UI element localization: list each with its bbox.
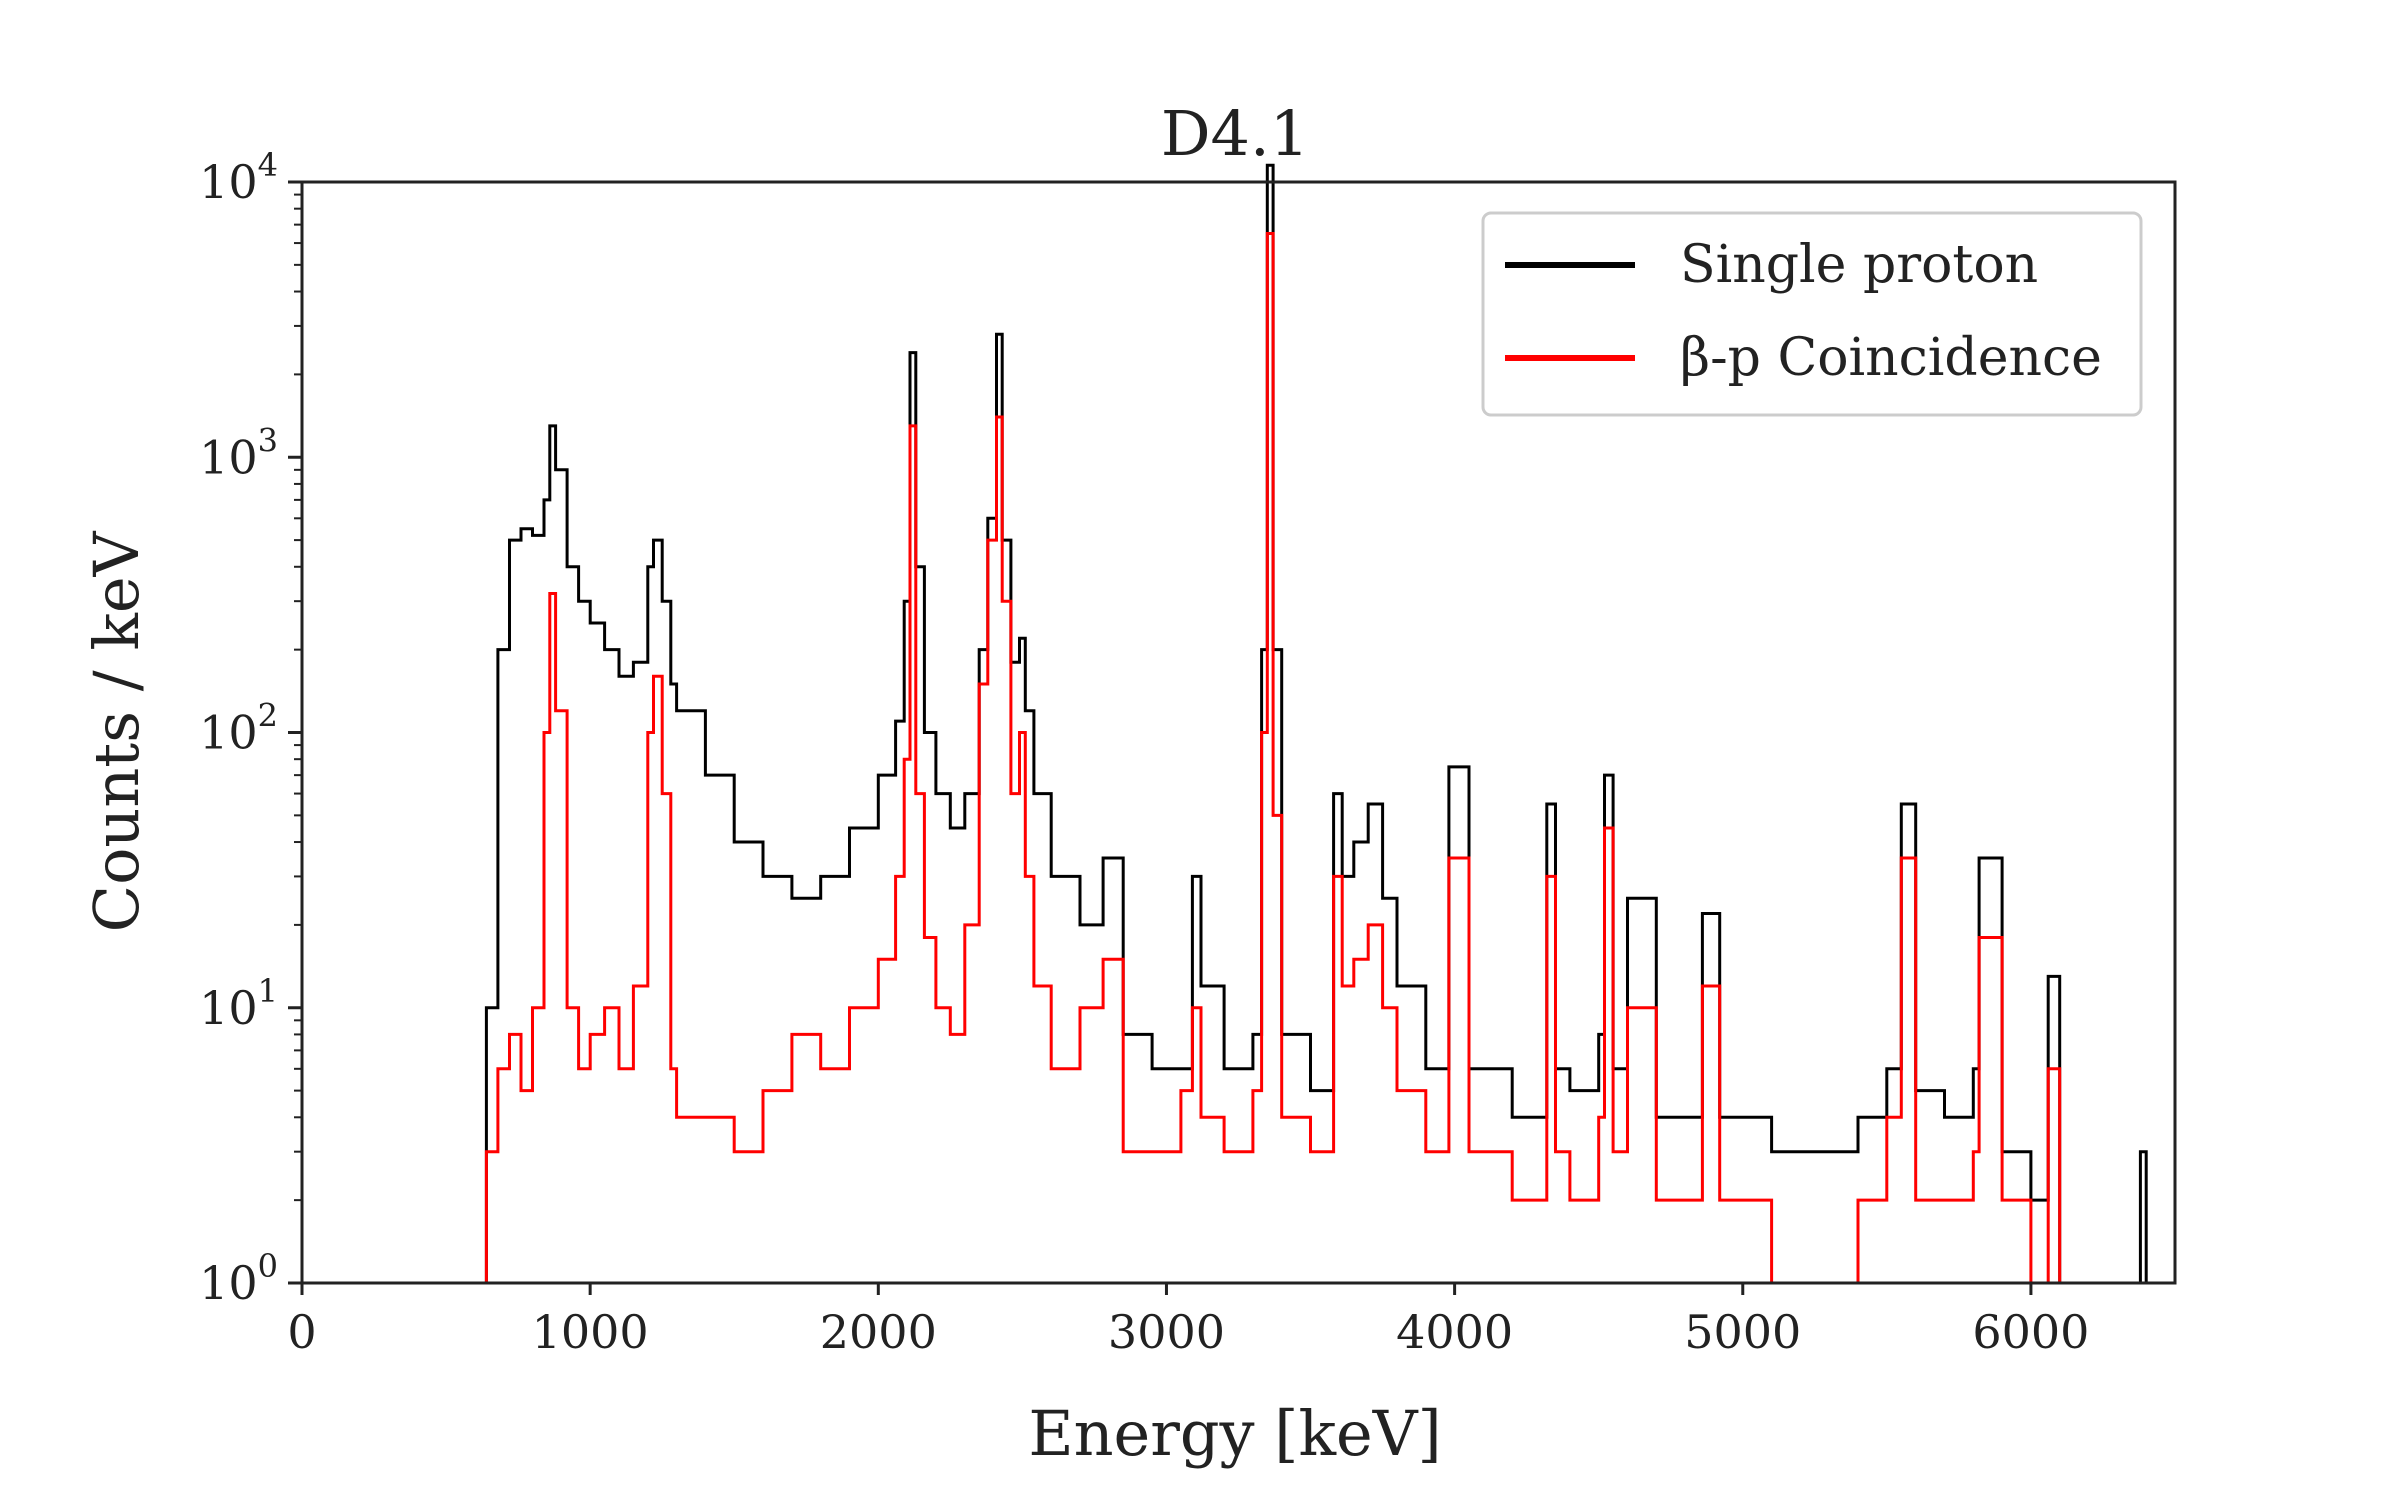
legend: Single proton β-p Coincidence	[1481, 211, 2143, 417]
legend-label-beta-p-coincidence: β-p Coincidence	[1680, 328, 2102, 388]
y-tick-label: 102	[199, 697, 278, 760]
y-tick-label: 104	[199, 146, 278, 209]
legend-box	[1481, 211, 2143, 417]
series-layer	[469, 163, 2148, 1285]
y-axis: 100 101 102 103 104	[199, 146, 302, 1310]
x-tick-label: 1000	[532, 1305, 649, 1359]
y-tick-label: 100	[199, 1247, 278, 1310]
legend-label-single-proton: Single proton	[1680, 235, 2038, 295]
x-tick-label: 3000	[1108, 1305, 1225, 1359]
chart-title: D4.1	[1161, 97, 1309, 170]
x-axis: 0 1000 2000 3000 4000 5000 6000	[287, 1283, 2089, 1359]
y-tick-label: 103	[199, 421, 278, 484]
y-tick-label: 101	[199, 972, 278, 1035]
series-line-beta-p-coincidence	[474, 232, 2062, 1285]
x-axis-label: Energy [keV]	[1028, 1397, 1441, 1470]
x-tick-label: 2000	[820, 1305, 937, 1359]
x-tick-label: 5000	[1684, 1305, 1801, 1359]
x-tick-label: 0	[287, 1305, 316, 1359]
x-tick-label: 6000	[1972, 1305, 2089, 1359]
x-tick-label: 4000	[1396, 1305, 1513, 1359]
y-axis-label: Counts / keV	[80, 530, 153, 932]
